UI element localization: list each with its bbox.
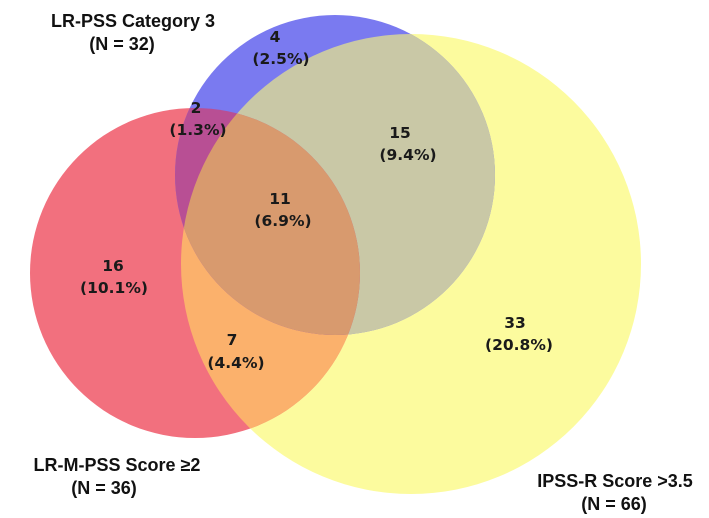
region-lr-m-pss-ipss-r-percent: (4.4%) (207, 354, 264, 372)
ipss-r-count: (N = 66) (581, 494, 647, 514)
region-lr-pss-lr-m-pss-percent: (1.3%) (169, 121, 226, 139)
region-lr-pss-only-count: 4 (270, 28, 281, 46)
region-lr-pss-ipss-r-percent: (9.4%) (379, 146, 436, 164)
region-all-three-count: 11 (269, 190, 291, 208)
region-all-three-percent: (6.9%) (254, 212, 311, 230)
ipss-r-title: IPSS-R Score >3.5 (537, 471, 693, 491)
region-lr-m-pss-only-percent: (10.1%) (80, 279, 148, 297)
region-ipss-r-only-count: 33 (504, 314, 526, 332)
region-lr-pss-only-percent: (2.5%) (252, 50, 309, 68)
region-ipss-r-only-percent: (20.8%) (485, 336, 553, 354)
lr-pss-title: LR-PSS Category 3 (51, 11, 215, 31)
region-lr-pss-ipss-r-count: 15 (389, 124, 411, 142)
region-lr-pss-lr-m-pss-count: 2 (191, 99, 202, 117)
all-three-overlap (181, 108, 360, 335)
lr-m-pss-count: (N = 36) (71, 478, 137, 498)
lr-pss-count: (N = 32) (89, 34, 155, 54)
lr-m-pss-title: LR-M-PSS Score ≥2 (34, 455, 201, 475)
region-lr-m-pss-only-count: 16 (102, 257, 124, 275)
region-lr-m-pss-ipss-r-count: 7 (227, 331, 238, 349)
